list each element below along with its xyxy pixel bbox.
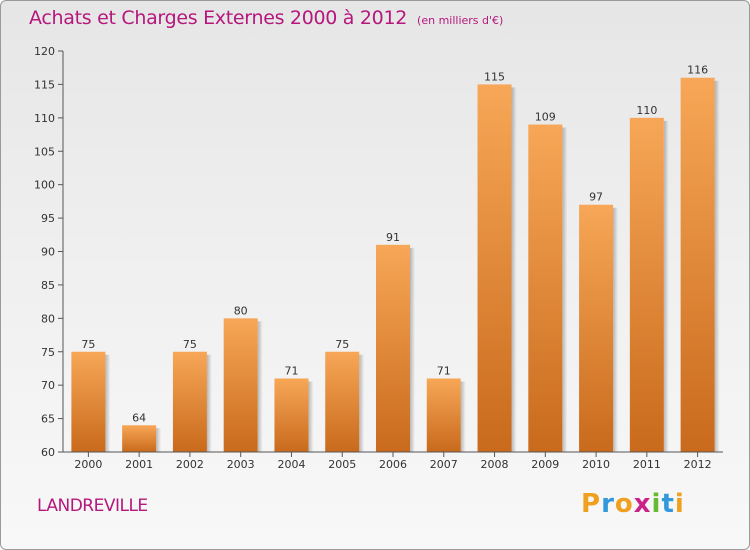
value-label-2005: 75 bbox=[335, 338, 349, 351]
bar-shadow bbox=[410, 247, 415, 452]
bar-shadow bbox=[105, 354, 111, 452]
bar-shadow bbox=[257, 321, 263, 452]
value-label-2010: 97 bbox=[589, 191, 603, 204]
brand-letter: i bbox=[674, 489, 685, 519]
x-tick-label-2011: 2011 bbox=[633, 458, 661, 471]
y-tick-label-100: 100 bbox=[34, 179, 55, 192]
value-label-2008: 115 bbox=[484, 70, 505, 83]
chart-title: Achats et Charges Externes 2000 à 2012 (e… bbox=[29, 7, 503, 29]
place-name: LANDREVILLE bbox=[37, 496, 148, 516]
y-tick-label-65: 65 bbox=[41, 413, 55, 426]
bar-shadow bbox=[511, 87, 517, 453]
value-label-2004: 71 bbox=[284, 364, 298, 377]
y-tick-label-75: 75 bbox=[41, 346, 55, 359]
bar-2004 bbox=[274, 378, 309, 452]
bar-shadow bbox=[613, 207, 619, 452]
x-tick-label-2004: 2004 bbox=[277, 458, 305, 471]
x-tick-label-2012: 2012 bbox=[684, 458, 712, 471]
proxiti-logo: Proxiti bbox=[581, 489, 685, 519]
y-tick-label-80: 80 bbox=[41, 312, 55, 325]
bar-2009 bbox=[528, 124, 563, 453]
bar-shadow bbox=[359, 354, 365, 452]
brand-letter: x bbox=[633, 489, 652, 519]
x-tick-label-2002: 2002 bbox=[176, 458, 204, 471]
bar-2001 bbox=[122, 425, 157, 452]
bar-shadow bbox=[156, 428, 162, 452]
bar-shadow bbox=[562, 127, 568, 453]
bar-2000 bbox=[71, 351, 106, 452]
brand-letter: i bbox=[651, 489, 662, 519]
y-tick-label-120: 120 bbox=[34, 45, 55, 58]
y-tick-label-95: 95 bbox=[41, 212, 55, 225]
value-label-2011: 110 bbox=[636, 104, 657, 117]
chart-title-text: Achats et Charges Externes 2000 à 2012 bbox=[29, 7, 408, 29]
bar-2005 bbox=[325, 351, 360, 452]
bar-2011 bbox=[629, 117, 664, 452]
chart-unit: (en milliers d'€) bbox=[417, 14, 504, 27]
bar-2003 bbox=[223, 318, 258, 452]
value-label-2007: 71 bbox=[437, 364, 451, 377]
value-label-2012: 116 bbox=[687, 64, 708, 77]
y-tick-label-110: 110 bbox=[34, 112, 55, 125]
bar-2008 bbox=[477, 84, 512, 453]
x-tick-label-2003: 2003 bbox=[227, 458, 255, 471]
bar-2010 bbox=[579, 204, 614, 452]
bar-shadow bbox=[308, 381, 314, 452]
bars-layer: 75 64 75 80 71 75 91 71 115 109 97 110 116 bbox=[71, 64, 720, 453]
bar-2002 bbox=[172, 351, 207, 452]
x-tick-label-2009: 2009 bbox=[531, 458, 559, 471]
brand-letter: P bbox=[581, 489, 602, 519]
brand-letter: r bbox=[601, 489, 615, 519]
y-tick-label-70: 70 bbox=[41, 379, 55, 392]
value-label-2009: 109 bbox=[535, 111, 556, 124]
y-tick-label-105: 105 bbox=[34, 145, 55, 158]
x-tick-label-2000: 2000 bbox=[74, 458, 102, 471]
brand-letter: t bbox=[661, 489, 675, 519]
bar-shadow bbox=[206, 354, 212, 452]
value-label-2002: 75 bbox=[183, 338, 197, 351]
x-tick-label-2007: 2007 bbox=[430, 458, 458, 471]
y-tick-label-85: 85 bbox=[41, 279, 55, 292]
x-tick-label-2010: 2010 bbox=[582, 458, 610, 471]
bar-2012 bbox=[680, 77, 715, 452]
y-tick-label-115: 115 bbox=[34, 78, 55, 91]
x-tick-label-2008: 2008 bbox=[481, 458, 509, 471]
bar-shadow bbox=[663, 120, 669, 452]
value-label-2000: 75 bbox=[81, 338, 95, 351]
bar-shadow bbox=[714, 80, 720, 452]
brand-letter: o bbox=[614, 489, 634, 519]
bar-2006 bbox=[376, 244, 410, 452]
x-tick-label-2005: 2005 bbox=[328, 458, 356, 471]
x-tick-label-2001: 2001 bbox=[125, 458, 153, 471]
axes-layer: 2000 2001 2002 2003 2004 2005 2006 2007 2008 2009… bbox=[34, 45, 723, 471]
y-tick-label-60: 60 bbox=[41, 446, 55, 459]
value-label-2006: 91 bbox=[386, 231, 400, 244]
value-label-2001: 64 bbox=[132, 411, 146, 424]
bar-2007 bbox=[426, 378, 461, 452]
x-tick-label-2006: 2006 bbox=[379, 458, 407, 471]
bar-shadow bbox=[460, 381, 466, 452]
value-label-2003: 80 bbox=[234, 304, 248, 317]
y-tick-label-90: 90 bbox=[41, 246, 55, 259]
